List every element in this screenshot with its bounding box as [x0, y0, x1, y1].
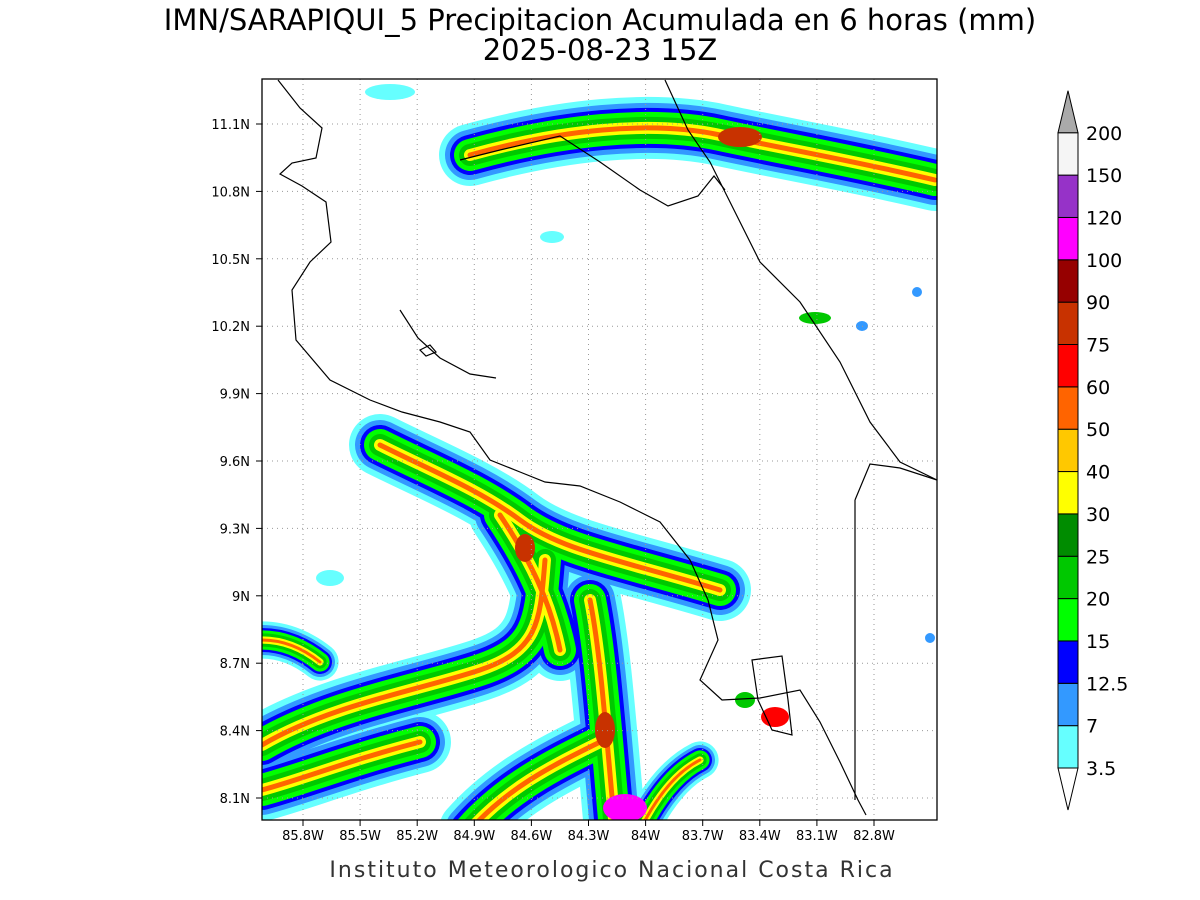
colorbar-label: 30: [1086, 504, 1110, 526]
lat-label: 10.2N: [211, 320, 250, 335]
colorbar-box: [1057, 513, 1079, 557]
colorbar-over: [1057, 90, 1079, 134]
colorbar-label: 200: [1086, 123, 1122, 145]
lat-label: 9.9N: [220, 388, 250, 403]
title: IMN/SARAPIQUI_5 Precipitacion Acumulada …: [164, 3, 1036, 37]
colorbar-box: [1057, 301, 1079, 345]
colorbar-label: 40: [1086, 462, 1110, 484]
colorbar-label: 120: [1086, 207, 1122, 229]
colorbar-box: [1057, 682, 1079, 727]
lon-label: 85.8W: [282, 829, 324, 844]
colorbar-label: 90: [1086, 292, 1110, 314]
colorbar-label: 100: [1086, 250, 1122, 272]
map-frame: [261, 78, 938, 821]
colorbar-label: 15: [1086, 631, 1110, 653]
lon-label: 85.2W: [396, 829, 438, 844]
lon-label: 82.8W: [853, 829, 895, 844]
colorbar-box: [1057, 555, 1079, 600]
lon-label: 84W: [631, 829, 661, 844]
colorbar-box: [1057, 386, 1079, 430]
colorbar-box: [1057, 174, 1079, 218]
precipitation-field: [262, 84, 937, 820]
lat-label: 10.5N: [211, 253, 250, 268]
colorbar-label: 50: [1086, 419, 1110, 441]
lon-label: 84.9W: [453, 829, 495, 844]
lat-label: 11.1N: [211, 118, 250, 133]
colorbar-label: 12.5: [1086, 673, 1128, 695]
footer: Instituto Meteorologico Nacional Costa R…: [329, 858, 894, 883]
colorbar-box: [1057, 640, 1079, 684]
colorbar-label: 20: [1086, 589, 1110, 611]
lon-label: 83.1W: [796, 829, 838, 844]
colorbar-box: [1057, 471, 1079, 515]
colorbar-box: [1057, 598, 1079, 642]
colorbar-box: [1057, 428, 1079, 473]
lon-label: 84.3W: [568, 829, 610, 844]
colorbar-box: [1057, 132, 1079, 176]
lon-label: 84.6W: [510, 829, 552, 844]
colorbar-label: 25: [1086, 546, 1110, 568]
colorbar-label: 150: [1086, 165, 1122, 187]
lat-label: 9.3N: [220, 522, 250, 537]
colorbar-box: [1057, 344, 1079, 388]
lat-label: 8.7N: [220, 657, 250, 672]
colorbar-box: [1057, 725, 1079, 769]
lon-label: 85.5W: [339, 829, 381, 844]
colorbar-label: 3.5: [1086, 758, 1116, 780]
colorbar-box: [1057, 216, 1079, 261]
colorbar-label: 75: [1086, 335, 1110, 357]
lat-label: 8.1N: [220, 792, 250, 807]
lat-label: 9N: [232, 590, 250, 605]
colorbar-label: 60: [1086, 377, 1110, 399]
colorbar-box: [1057, 259, 1079, 303]
coastlines: [277, 79, 937, 816]
lat-label: 8.4N: [220, 725, 250, 740]
colorbar-under: [1057, 767, 1079, 811]
lon-label: 83.4W: [739, 829, 781, 844]
lat-label: 10.8N: [211, 185, 250, 200]
subtitle: 2025-08-23 15Z: [483, 33, 718, 67]
lon-label: 83.7W: [682, 829, 724, 844]
colorbar-label: 7: [1086, 716, 1098, 738]
lat-label: 9.6N: [220, 455, 250, 470]
